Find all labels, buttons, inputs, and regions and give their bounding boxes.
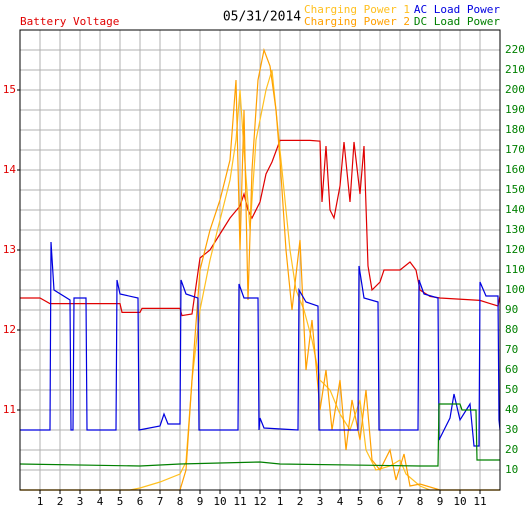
legend-label: Battery Voltage [20, 15, 119, 28]
y-tick-label: 13 [3, 243, 16, 256]
y2-tick-label: 110 [505, 263, 525, 276]
y-tick-label: 11 [3, 403, 16, 416]
legend-label: Charging Power 1 [304, 3, 410, 16]
y2-tick-label: 170 [505, 143, 525, 156]
y2-tick-label: 200 [505, 83, 525, 96]
y2-tick-label: 80 [505, 323, 518, 336]
legend-label: Charging Power 2 [304, 15, 410, 28]
y2-tick-label: 150 [505, 183, 525, 196]
x-tick-label: 10 [213, 495, 226, 508]
y2-tick-label: 130 [505, 223, 525, 236]
series-line [20, 47, 500, 491]
legend-label: DC Load Power [414, 15, 500, 28]
grid [20, 30, 500, 490]
x-tick-label: 2 [297, 495, 304, 508]
y-tick-label: 12 [3, 323, 16, 336]
x-tick-label: 7 [157, 495, 164, 508]
legend-label: AC Load Power [414, 3, 500, 16]
series-line [20, 241, 501, 447]
y2-tick-label: 50 [505, 383, 518, 396]
x-tick-label: 6 [377, 495, 384, 508]
y2-tick-label: 220 [505, 43, 525, 56]
y2-tick-label: 180 [505, 123, 525, 136]
y2-tick-label: 10 [505, 463, 518, 476]
labels: 1 2 3 4 5 6 7 8 9 10 11 12 1 2 3 4 5 6 7 8 9 10 11102030405060… [3, 3, 525, 508]
x-tick-label: 1 [37, 495, 44, 508]
y2-tick-label: 190 [505, 103, 525, 116]
x-tick-label: 9 [437, 495, 444, 508]
y2-tick-label: 90 [505, 303, 518, 316]
x-tick-label: 11 [233, 495, 246, 508]
x-tick-label: 12 [253, 495, 266, 508]
x-tick-label: 4 [337, 495, 344, 508]
x-tick-label: 7 [397, 495, 404, 508]
y2-tick-label: 70 [505, 343, 518, 356]
y2-tick-label: 160 [505, 163, 525, 176]
y2-tick-label: 140 [505, 203, 525, 216]
y2-tick-label: 120 [505, 243, 525, 256]
x-tick-label: 1 [277, 495, 284, 508]
x-tick-label: 8 [177, 495, 184, 508]
y2-tick-label: 100 [505, 283, 525, 296]
x-tick-label: 3 [77, 495, 84, 508]
x-tick-label: 3 [317, 495, 324, 508]
x-tick-label: 5 [117, 495, 124, 508]
x-tick-label: 9 [197, 495, 204, 508]
y2-tick-label: 30 [505, 423, 518, 436]
lines [19, 47, 501, 491]
x-tick-label: 5 [357, 495, 364, 508]
series-line [20, 139, 501, 317]
x-tick-label: 4 [97, 495, 104, 508]
chart-title: 05/31/2014 [223, 10, 301, 25]
series-line [19, 403, 500, 467]
x-tick-label: 6 [137, 495, 144, 508]
y-tick-label: 15 [3, 83, 16, 96]
y2-tick-label: 60 [505, 363, 518, 376]
y2-tick-label: 20 [505, 443, 518, 456]
x-tick-label: 8 [417, 495, 424, 508]
y2-tick-label: 210 [505, 63, 525, 76]
y-tick-label: 14 [3, 163, 17, 176]
x-tick-label: 2 [57, 495, 64, 508]
x-tick-label: 11 [473, 495, 486, 508]
y2-tick-label: 40 [505, 403, 518, 416]
x-tick-label: 10 [453, 495, 466, 508]
